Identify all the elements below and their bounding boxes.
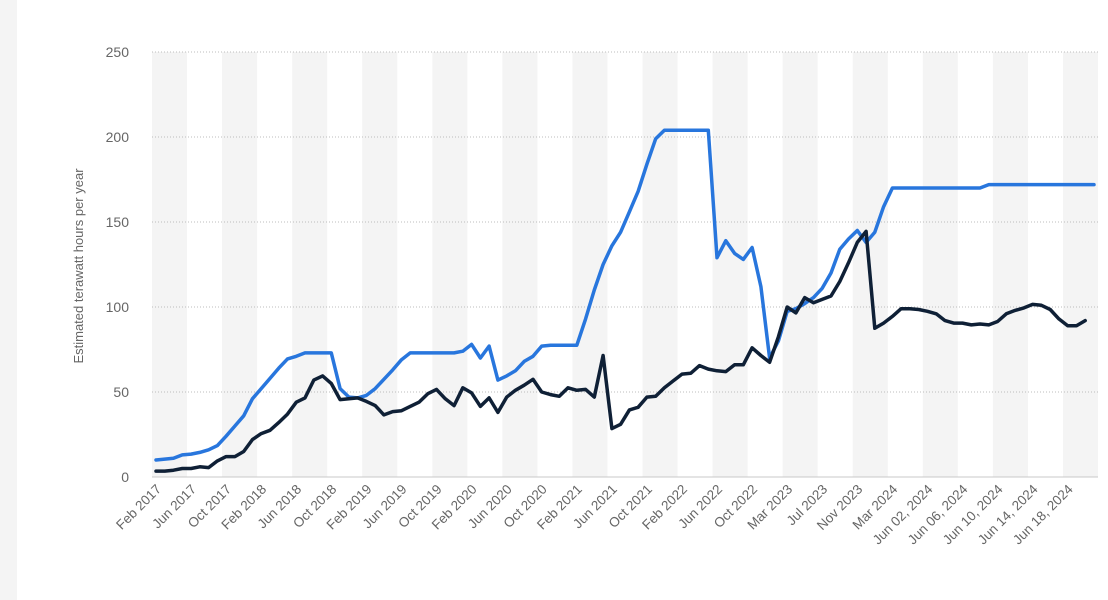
series-line [154, 128, 1096, 462]
y-tick-label: 150 [106, 214, 130, 230]
y-axis-ticks: 0 50 100 150 200 250 [106, 44, 130, 485]
y-tick-label: 0 [121, 469, 129, 485]
y-tick-label: 200 [106, 129, 130, 145]
series-lines [154, 128, 1096, 473]
background-band [712, 52, 748, 477]
alternating-bands [152, 52, 1098, 477]
y-tick-label: 50 [113, 384, 129, 400]
background-band [922, 52, 958, 477]
y-axis-label: Estimated terawatt hours per year [71, 168, 86, 364]
series-line [154, 229, 1087, 473]
background-band [222, 52, 258, 477]
background-band [502, 52, 538, 477]
y-tick-label: 100 [106, 299, 130, 315]
background-band [1062, 52, 1098, 477]
background-band [992, 52, 1028, 477]
background-band [432, 52, 468, 477]
background-band [292, 52, 328, 477]
background-band [152, 52, 188, 477]
y-tick-label: 250 [106, 44, 130, 60]
background-band [362, 52, 398, 477]
background-band [642, 52, 678, 477]
background-band [782, 52, 818, 477]
